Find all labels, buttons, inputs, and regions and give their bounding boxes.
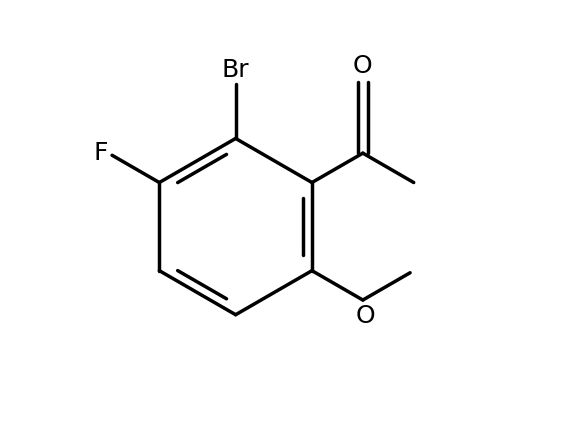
Text: O: O — [353, 54, 372, 77]
Text: Br: Br — [222, 58, 249, 82]
Text: F: F — [93, 141, 108, 165]
Text: O: O — [355, 304, 375, 328]
